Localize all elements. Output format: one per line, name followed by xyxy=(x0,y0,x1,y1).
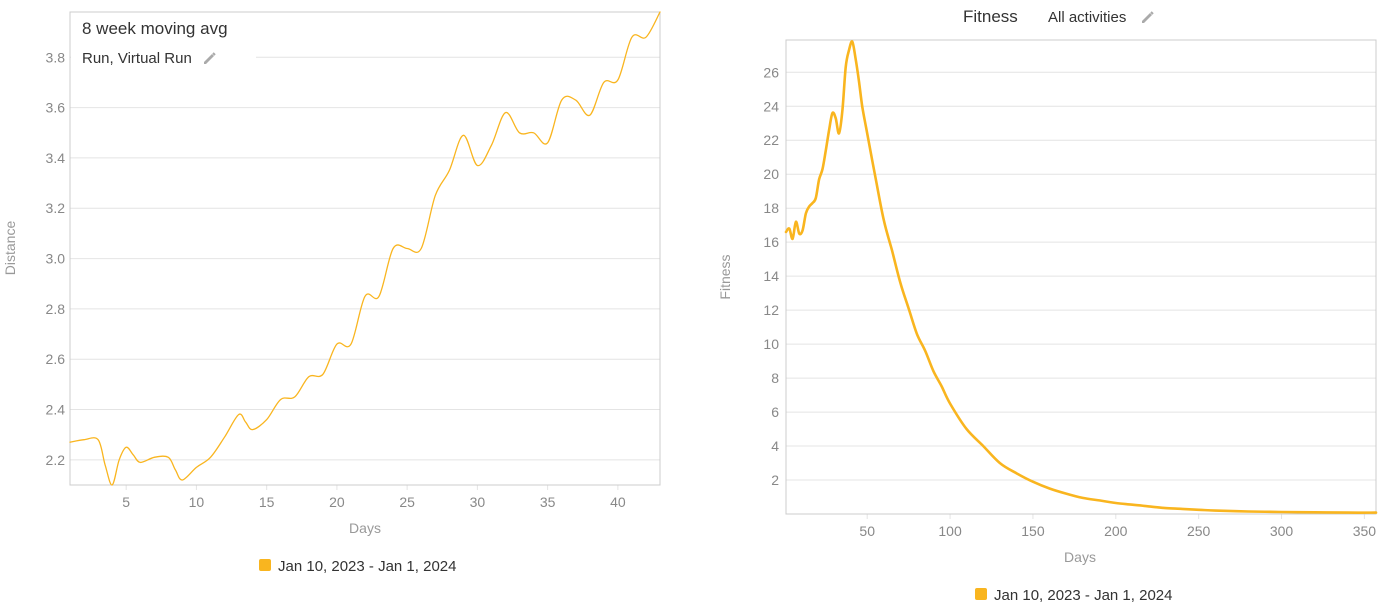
chart2-y-tick-label: 26 xyxy=(763,64,779,80)
chart1-x-tick-label: 30 xyxy=(470,494,486,510)
chart2-x-tick-label: 100 xyxy=(938,523,962,539)
distance-moving-avg-chart: 8 week moving avg Run, Virtual Run 2.22.… xyxy=(2,11,661,575)
chart1-y-tick-label: 3.2 xyxy=(46,200,66,216)
chart2-y-tick-label: 2 xyxy=(771,472,779,488)
chart1-x-tick-label: 40 xyxy=(610,494,626,510)
chart2-x-tick-label: 150 xyxy=(1021,523,1045,539)
chart2-y-axis-label: Fitness xyxy=(717,254,733,299)
chart2-plot-frame xyxy=(785,39,1377,515)
chart2-x-tick-label: 350 xyxy=(1353,523,1377,539)
chart1-y-tick-label: 2.2 xyxy=(46,452,66,468)
chart2-x-tick-labels: 50 100 150 200 250 300 350 xyxy=(859,523,1376,539)
chart1-x-tick-label: 15 xyxy=(259,494,275,510)
chart1-x-tick-label: 5 xyxy=(122,494,130,510)
chart2-legend-swatch xyxy=(975,588,987,600)
chart1-x-tick-label: 20 xyxy=(329,494,345,510)
chart1-title: 8 week moving avg xyxy=(82,19,228,38)
chart2-series-line[interactable] xyxy=(784,40,1378,514)
chart2-y-tick-label: 8 xyxy=(771,370,779,386)
chart1-y-axis-label: Distance xyxy=(2,221,18,276)
chart2-series-lines xyxy=(784,40,1378,514)
chart1-y-tick-label: 2.4 xyxy=(46,402,66,418)
chart1-y-tick-label: 3.0 xyxy=(46,251,66,267)
chart2-y-tick-label: 20 xyxy=(763,166,779,182)
chart2-legend-label: Jan 10, 2023 - Jan 1, 2024 xyxy=(994,587,1172,604)
chart2-x-axis-label: Days xyxy=(1064,549,1096,565)
fitness-chart: Fitness All activities 24681012141618202… xyxy=(717,7,1378,604)
chart2-y-tick-label: 14 xyxy=(763,268,779,284)
chart2-y-tick-label: 10 xyxy=(763,336,779,352)
chart1-y-tick-label: 2.8 xyxy=(46,301,66,317)
chart1-y-tick-label: 2.6 xyxy=(46,351,66,367)
chart2-y-tick-label: 16 xyxy=(763,234,779,250)
chart2-y-tick-label: 4 xyxy=(771,438,779,454)
chart1-plot-frame xyxy=(69,11,661,486)
chart1-legend[interactable]: Jan 10, 2023 - Jan 1, 2024 xyxy=(259,558,456,575)
chart2-subtitle[interactable]: All activities xyxy=(1048,9,1126,26)
chart2-x-tick-label: 50 xyxy=(859,523,875,539)
chart2-y-tick-label: 24 xyxy=(763,98,779,114)
chart1-subtitle[interactable]: Run, Virtual Run xyxy=(82,50,192,67)
chart1-x-tick-label: 10 xyxy=(189,494,205,510)
chart1-gridlines xyxy=(70,56,660,490)
pencil-icon[interactable] xyxy=(1142,11,1154,23)
chart2-y-tick-label: 6 xyxy=(771,404,779,420)
chart2-y-tick-label: 22 xyxy=(763,132,779,148)
chart1-x-tick-labels: 5 10 15 20 25 30 35 40 xyxy=(122,494,626,510)
chart1-title-box xyxy=(71,13,256,73)
chart1-y-tick-labels: 2.2 2.4 2.6 2.8 3.0 3.2 3.4 3.6 3.8 xyxy=(46,49,66,468)
pencil-icon[interactable] xyxy=(204,52,216,64)
chart1-legend-swatch xyxy=(259,559,271,571)
chart1-y-tick-label: 3.4 xyxy=(46,150,66,166)
chart1-series-lines xyxy=(69,11,661,486)
chart2-y-tick-label: 12 xyxy=(763,302,779,318)
chart2-gridlines xyxy=(786,71,1376,519)
chart1-legend-label: Jan 10, 2023 - Jan 1, 2024 xyxy=(278,558,456,575)
chart2-y-tick-label: 18 xyxy=(763,200,779,216)
chart2-legend[interactable]: Jan 10, 2023 - Jan 1, 2024 xyxy=(975,587,1172,604)
chart1-x-axis-label: Days xyxy=(349,520,381,536)
chart1-x-tick-label: 25 xyxy=(399,494,415,510)
chart2-x-tick-label: 200 xyxy=(1104,523,1128,539)
chart2-x-tick-label: 300 xyxy=(1270,523,1294,539)
chart1-y-tick-label: 3.6 xyxy=(46,100,66,116)
chart1-y-tick-label: 3.8 xyxy=(46,49,66,65)
chart1-series-line[interactable] xyxy=(69,11,661,486)
chart1-x-tick-label: 35 xyxy=(540,494,556,510)
chart2-title: Fitness xyxy=(963,7,1018,26)
chart2-x-tick-label: 250 xyxy=(1187,523,1211,539)
